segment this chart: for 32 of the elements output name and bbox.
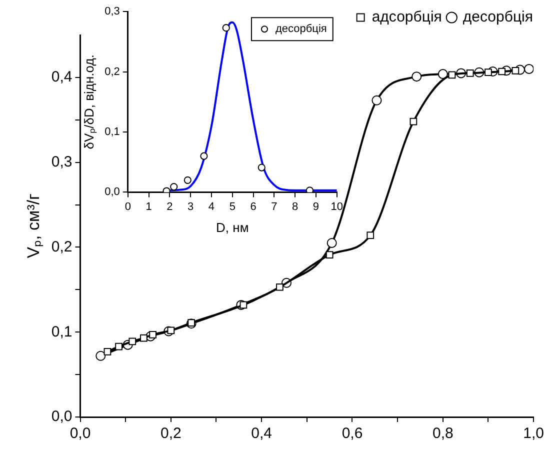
y-tick-label: 0,2 bbox=[51, 238, 72, 256]
x-tick-label: 0,2 bbox=[160, 425, 182, 442]
x-axis-title: D, нм bbox=[216, 220, 249, 235]
legend-label: десорбція bbox=[462, 8, 534, 26]
x-tick-label: 3 bbox=[188, 200, 194, 213]
y-tick-label: 0,1 bbox=[51, 323, 72, 340]
x-tick-label: 0 bbox=[124, 200, 131, 213]
y-tick-label: 0,3 bbox=[104, 6, 120, 18]
x-tick-label: 0,6 bbox=[342, 425, 363, 442]
y-tick-label: 0,1 bbox=[104, 126, 120, 138]
x-tick-label: 1 bbox=[146, 200, 152, 213]
y-tick-label: 0,4 bbox=[51, 68, 72, 86]
x-tick-label: 9 bbox=[312, 200, 320, 213]
y-tick-label: 0,3 bbox=[51, 153, 72, 170]
legend-label: десорбція bbox=[275, 23, 327, 36]
y-axis-title: δVₚ/δD, відн.од. bbox=[81, 54, 98, 150]
y-axis-title: Vₚ, см³/г bbox=[24, 194, 44, 258]
y-tick-label: 0,0 bbox=[104, 186, 120, 198]
x-tick-label: 7 bbox=[271, 200, 278, 213]
x-tick-label: 4 bbox=[208, 200, 215, 213]
x-tick-label: 10 bbox=[330, 200, 344, 213]
x-tick-label: 8 bbox=[292, 200, 298, 213]
x-tick-label: 6 bbox=[250, 200, 256, 213]
legend-label: адсорбція bbox=[372, 8, 442, 26]
x-tick-label: 0,0 bbox=[70, 425, 91, 442]
x-tick-label: 5 bbox=[229, 200, 236, 213]
y-tick-label: 0,0 bbox=[51, 408, 72, 426]
x-tick-label: 1,0 bbox=[523, 425, 544, 442]
y-tick-label: 0,2 bbox=[104, 66, 120, 78]
x-tick-label: 2 bbox=[166, 200, 173, 213]
x-tick-label: 0,8 bbox=[432, 425, 454, 442]
x-tick-label: 0,4 bbox=[251, 425, 272, 442]
